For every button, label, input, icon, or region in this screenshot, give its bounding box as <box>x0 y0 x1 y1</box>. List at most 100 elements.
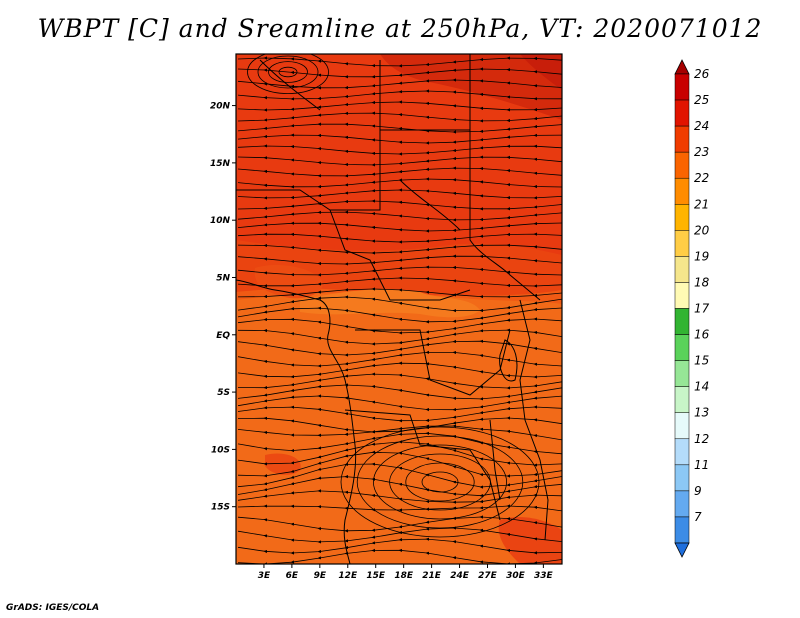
colorbar-label: 17 <box>694 302 710 316</box>
y-tick-label: 20N <box>210 102 231 112</box>
streamline <box>237 265 562 277</box>
colorbar-swatch <box>674 204 690 231</box>
colorbar-swatch <box>674 412 690 440</box>
border-congo <box>355 329 511 396</box>
plot-frame <box>235 53 563 565</box>
streamline <box>237 210 562 222</box>
colorbar: 26 25 24 23 22 21 20 19 18 17 16 15 14 13 12 11 9 7 <box>674 59 710 558</box>
streamline <box>237 111 562 123</box>
x-tick-label: 21E <box>422 571 442 581</box>
y-tick-label: 10S <box>211 445 230 455</box>
streamline-eddy <box>257 55 319 89</box>
colorbar-label: 23 <box>694 145 709 159</box>
streamline-gyre <box>421 471 459 493</box>
colorbar-label: 11 <box>694 458 709 472</box>
border-angola-zambia <box>344 409 501 521</box>
west-coastline <box>236 279 357 564</box>
y-tick-label: 15N <box>210 159 231 169</box>
y-tick-label: 5N <box>216 273 230 283</box>
colorbar-label: 19 <box>694 249 709 263</box>
colorbar-swatch <box>674 464 690 492</box>
borders <box>236 54 549 564</box>
colorbar-label: 22 <box>694 171 709 185</box>
colorbar-label: 25 <box>694 93 709 107</box>
lake-victoria <box>499 339 518 382</box>
colorbar-label: 9 <box>694 484 702 498</box>
colorbar-swatch <box>674 230 690 257</box>
colorbar-label: 12 <box>694 432 709 446</box>
streamline <box>237 133 562 145</box>
streamline <box>237 144 562 156</box>
colorbar-swatch <box>674 151 690 179</box>
colorbar-swatch <box>674 177 690 205</box>
streamline <box>237 504 562 512</box>
colorbar-label: 7 <box>694 510 702 524</box>
colorbar-swatch <box>674 438 690 466</box>
streamline <box>237 188 562 200</box>
map-area <box>236 54 562 564</box>
x-tick-label: 9E <box>314 571 327 581</box>
colorbar-label: 16 <box>694 328 710 342</box>
colorbar-label: 20 <box>694 223 710 237</box>
colorbar-label: 13 <box>694 406 709 420</box>
x-tick-label: 27E <box>478 571 498 581</box>
minor-borders <box>259 59 461 231</box>
y-tick-label: 10N <box>210 216 231 226</box>
colorbar-label: 14 <box>694 380 709 394</box>
streamline <box>237 243 562 255</box>
x-tick-label: 33E <box>534 571 554 581</box>
x-tick-label: 6E <box>286 571 299 581</box>
x-axis: 3E 6E 9E 12E 15E 18E 21E 24E 27E 30E 33E <box>258 564 554 581</box>
colorbar-swatch <box>674 99 690 127</box>
streamline <box>237 122 562 134</box>
y-tick-label: 15S <box>211 503 230 513</box>
y-tick-label: EQ <box>216 331 230 341</box>
colorbar-label: 18 <box>694 275 710 289</box>
streamline <box>237 221 562 233</box>
colorbar-swatch <box>674 360 690 387</box>
streamline-eddy <box>247 54 329 94</box>
streamline-gyre <box>356 435 524 529</box>
colorbar-label: 26 <box>694 67 710 81</box>
colorbar-swatch <box>674 334 690 361</box>
colorbar-bottom-arrow <box>674 542 690 558</box>
colorbar-swatch <box>674 386 690 413</box>
colorbar-label: 21 <box>694 197 709 211</box>
colorbar-swatch <box>674 516 690 544</box>
colorbar-label: 15 <box>694 354 709 368</box>
streamline <box>237 276 562 288</box>
streamline <box>237 78 562 90</box>
x-tick-label: 15E <box>366 571 386 581</box>
streamline <box>237 155 562 167</box>
streamline-eddy <box>268 61 308 83</box>
east-coastline <box>519 299 549 541</box>
colorbar-swatch <box>674 256 690 283</box>
colorbar-swatch <box>674 73 690 101</box>
streamline <box>237 56 562 68</box>
x-tick-label: 12E <box>338 571 358 581</box>
streamline <box>237 254 562 266</box>
x-tick-label: 24E <box>450 571 470 581</box>
y-axis: 20N 15N 10N 5N EQ 5S 10S 15S <box>210 102 236 513</box>
streamline <box>237 89 562 101</box>
border-sudan <box>469 130 541 301</box>
streamline <box>237 339 562 357</box>
colorbar-swatch <box>674 308 690 335</box>
colorbar-label: 24 <box>694 119 709 133</box>
streamline-gyre <box>373 444 508 520</box>
border-cameroon <box>329 209 471 301</box>
x-tick-label: 18E <box>394 571 414 581</box>
colorbar-top-arrow <box>674 59 690 75</box>
border-chad <box>379 54 471 131</box>
footer-credit: GrADS: IGES/COLA <box>6 603 100 613</box>
streamline-eddy <box>278 66 298 78</box>
colorbar-swatch <box>674 490 690 518</box>
streamline <box>237 166 562 178</box>
y-tick-label: 5S <box>217 388 230 398</box>
streamline <box>237 100 562 112</box>
streamline <box>237 67 562 79</box>
colorbar-swatch <box>674 125 690 153</box>
chart-title: WBPT [C] and Sreamline at 250hPa, VT: 20… <box>37 14 763 43</box>
streamline-gyre <box>340 426 540 538</box>
